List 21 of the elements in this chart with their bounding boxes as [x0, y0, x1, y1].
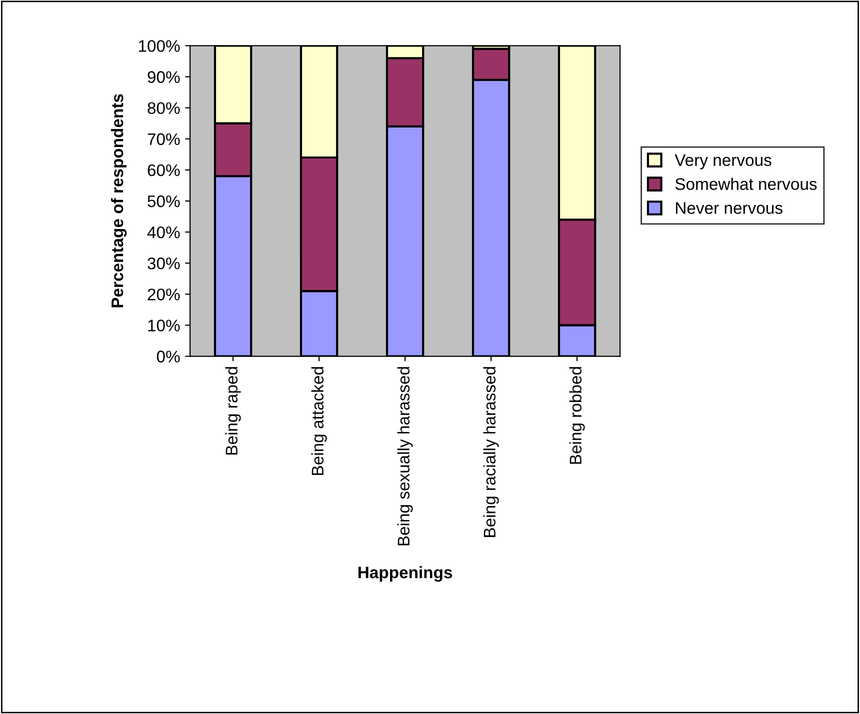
y-tick-label: 40% [147, 226, 180, 238]
legend-label: Never nervous [676, 202, 782, 214]
y-tick-label: 30% [148, 258, 180, 270]
y-tick-label: 50% [148, 195, 180, 208]
y-tick-label: 70% [148, 133, 180, 146]
x-tick-label: Being sexually harassed [397, 367, 413, 546]
y-tick-label: 20% [148, 288, 180, 300]
x-axis-title: Happenings [358, 566, 452, 582]
x-tick-label: Being robbed [569, 367, 585, 464]
y-tick-label: 80% [148, 102, 180, 114]
y-tick-label: 10% [148, 320, 180, 332]
y-tick-label: 90% [148, 71, 180, 83]
y-axis-title: Percentage of respondents [110, 94, 127, 308]
y-tick-label: 100% [138, 40, 180, 52]
y-tick-label: 0% [156, 350, 180, 362]
y-tick-label: 60% [148, 164, 180, 176]
legend-label: Somewhat nervous [675, 178, 817, 190]
x-tick-label: Being racially harassed [483, 367, 499, 537]
x-tick-label: Being raped [225, 367, 241, 455]
legend-label: Very nervous [674, 154, 772, 170]
x-tick-label: Being attacked [311, 367, 327, 475]
